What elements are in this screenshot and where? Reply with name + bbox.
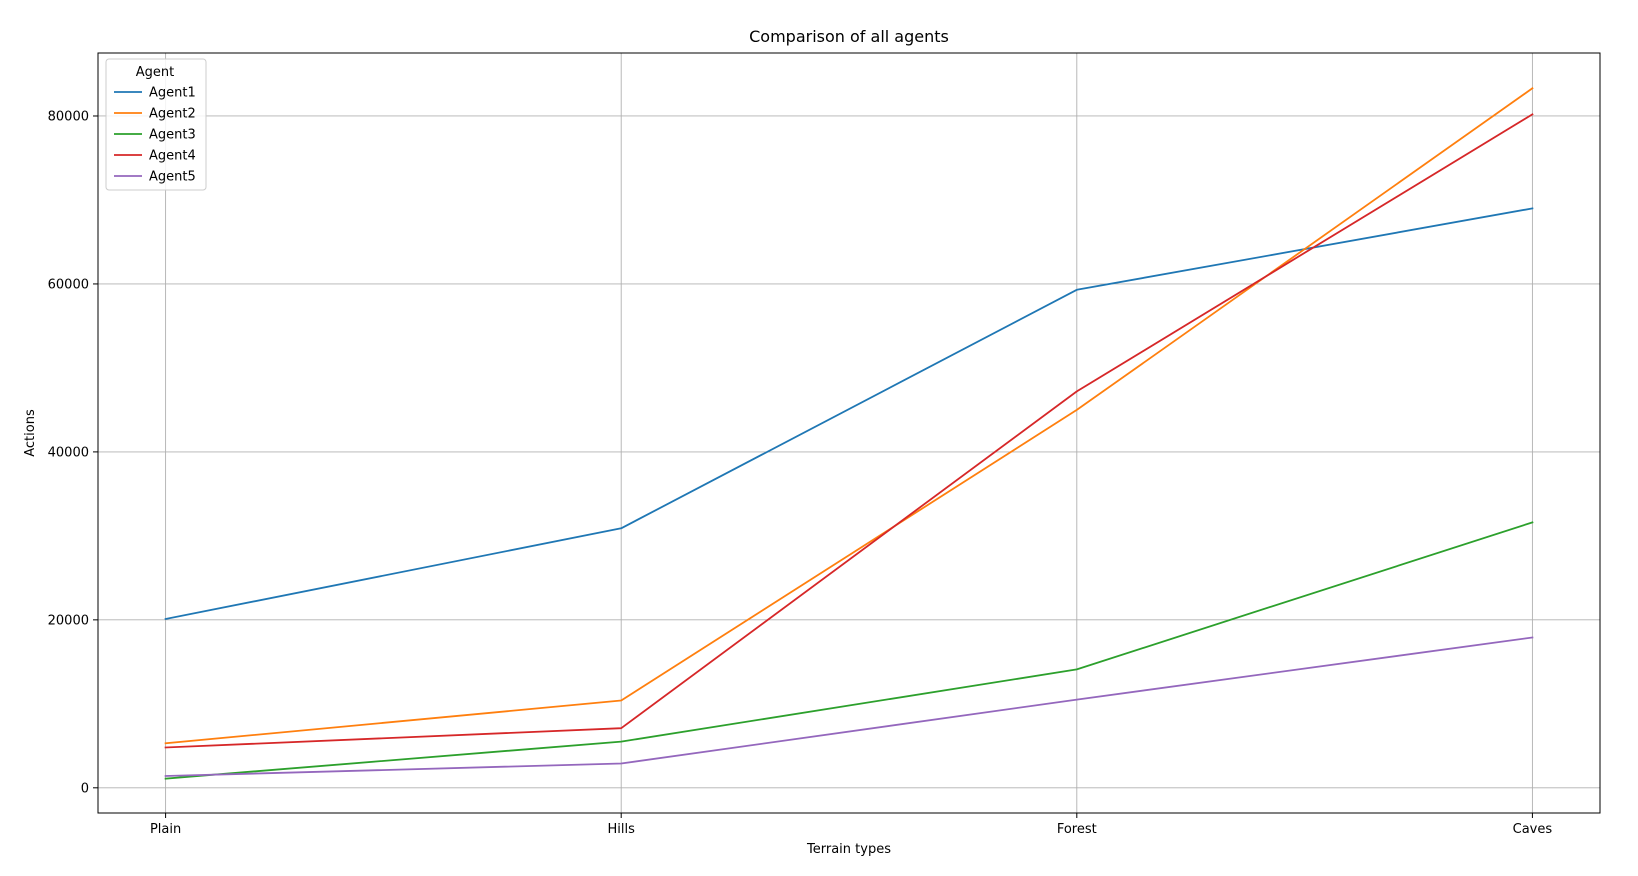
x-tick-label: Forest [1057,822,1097,837]
x-tick-label: Caves [1513,822,1553,837]
x-tick-label: Plain [150,822,181,837]
legend-label: Agent1 [149,86,196,101]
legend-items: Agent1 Agent2 Agent3 Agent4 Agent5 [114,86,196,185]
legend-label: Agent3 [149,128,196,143]
series-line-agent2 [164,87,1534,745]
legend: Agent Agent1 Agent2 Agent3 Agent4 Agent5 [105,58,207,191]
series-lines [164,87,1534,780]
y-tick-label: 40000 [48,445,89,460]
y-tick-label: 0 [81,781,89,796]
series-line-agent5 [164,636,1534,777]
y-tick-label: 20000 [48,613,89,628]
legend-label: Agent2 [149,107,196,122]
x-axis-label: Terrain types [806,842,891,857]
plot-frame [97,52,1601,814]
y-tick-label: 80000 [48,109,89,124]
legend-label: Agent5 [149,170,196,185]
grid [98,53,1600,813]
y-tick-label: 60000 [48,277,89,292]
axis-ticks: Plain Hills Forest Caves 0 20000 40000 60000 800… [48,109,1553,837]
chart-title: Comparison of all agents [749,27,949,46]
series-line-agent4 [164,113,1534,749]
legend-label: Agent4 [149,149,196,164]
x-tick-label: Hills [608,822,636,837]
y-axis-label: Actions [23,409,38,457]
legend-title: Agent [136,65,174,80]
series-line-agent3 [164,521,1534,780]
